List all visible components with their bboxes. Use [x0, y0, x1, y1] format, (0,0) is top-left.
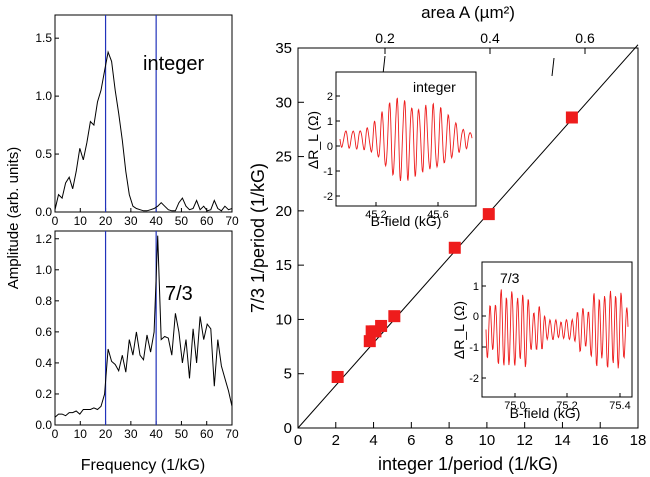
main-frame: [297, 47, 639, 429]
top-axis-break: [382, 55, 386, 75]
fft-integer-ytick-label: 0.5: [35, 147, 52, 161]
fft-integer-xtick-label: 20: [99, 214, 113, 228]
main-ytick-label: 15: [275, 257, 292, 274]
fft-73-ytick-label: 1.2: [35, 232, 52, 246]
inset-73-label: 7/3: [500, 270, 520, 286]
fft-integer-panel: 0 10 20 30 40 50 60 70 0.0 0.5 1.0 1.5 integer: [35, 14, 239, 228]
inset-73-ytick-label: -1: [469, 342, 479, 354]
main-xtick-label: 4: [369, 432, 377, 449]
fft-73-ytick-label: 0.8: [35, 294, 52, 308]
inset-integer-ylabel: ΔR_L (Ω): [305, 111, 321, 169]
main-ylabel: 7/3 1/period (1/kG): [248, 163, 268, 313]
inset-integer-trace: [339, 97, 473, 181]
fft-73-frame: [54, 230, 233, 426]
inset-integer-xtick-label: 45.6: [427, 209, 448, 221]
fft-73-panel: 0 10 20 30 40 50 60 70 0.0 0.2 0.4 0.6 0.8 1.0 1.2 7/3: [35, 230, 239, 441]
main-xtick-label: 8: [445, 432, 453, 449]
data-point: [331, 370, 344, 383]
fft-integer-xtick-label: 30: [124, 214, 138, 228]
inset-integer: 2 1 0 -1 -2 45.2 45.6 integer B-field (kG) ΔR_…: [305, 71, 477, 229]
fft-integer-xtick-label: 10: [74, 214, 88, 228]
fft-integer-xtick-label: 50: [175, 214, 189, 228]
top-axis-tick-label: 0.6: [575, 30, 595, 46]
main-xtick-label: 0: [294, 432, 302, 449]
fft-73-xtick-label: 30: [124, 427, 138, 441]
main-xtick-label: 10: [479, 432, 496, 449]
main-ytick-label: 35: [275, 40, 292, 57]
fft-integer-xtick-label: 70: [225, 214, 239, 228]
fft-73-ytick-label: 0.2: [35, 387, 52, 401]
top-axis-tick-label: 0.2: [375, 30, 395, 46]
inset-integer-label: integer: [413, 79, 456, 95]
left-xlabel: Frequency (1/kG): [81, 457, 205, 474]
fft-73-xtick-label: 10: [74, 427, 88, 441]
top-axis-break: [551, 57, 555, 77]
fft-73-ytick-label: 1.0: [35, 263, 52, 277]
main-xlabel: integer 1/period (1/kG): [378, 454, 558, 474]
fft-integer-xtick-label: 60: [200, 214, 214, 228]
fft-73-xtick-label: 60: [200, 427, 214, 441]
main-ytick-label: 10: [275, 311, 292, 328]
fit-line: [297, 44, 639, 429]
inset-integer-ytick-label: 0: [327, 141, 333, 153]
inset-73-ytick-label: 0: [473, 311, 479, 323]
inset-integer-xlabel: B-field (kG): [371, 213, 442, 229]
fft-73-xtick-label: 70: [225, 427, 239, 441]
inset-integer-ytick-label: 1: [327, 116, 333, 128]
fft-integer-xtick-label: 0: [52, 214, 59, 228]
main-xtick-label: 12: [516, 432, 533, 449]
fft-73-xtick-label: 20: [99, 427, 113, 441]
inset-73-xlabel: B-field (kG): [510, 405, 581, 421]
fft-integer-ytick-label: 1.5: [35, 31, 52, 45]
fft-73-ytick-label: 0.4: [35, 356, 52, 370]
inset-integer-xtick-label: 45.2: [365, 209, 386, 221]
inset-73-ylabel: ΔR_L (Ω): [451, 301, 467, 359]
data-point: [363, 335, 376, 348]
fft-integer-frame: [54, 14, 233, 213]
fft-integer-ytick-label: 1.0: [35, 89, 52, 103]
data-point: [375, 319, 388, 332]
left-ylabel: Amplitude (arb. units): [5, 147, 22, 290]
fft-integer-label: integer: [143, 53, 204, 75]
top-axis-label: area A (µm²): [421, 3, 515, 22]
fft-73-ytick-label: 0.0: [35, 418, 52, 432]
main-xtick-label: 6: [407, 432, 415, 449]
main-xtick-label: 16: [592, 432, 609, 449]
inset-integer-ytick-label: -2: [323, 191, 333, 203]
fft-73-xtick-label: 0: [52, 427, 59, 441]
data-point: [482, 208, 495, 221]
inset-integer-ytick-label: 2: [327, 91, 333, 103]
data-point: [448, 241, 461, 254]
fft-73-xtick-label: 40: [149, 427, 163, 441]
inset-integer-ytick-label: -1: [323, 166, 333, 178]
fft-73-xtick-label: 50: [175, 427, 189, 441]
inset-73-trace: [485, 289, 629, 369]
data-point: [388, 310, 401, 323]
inset-73-xtick-label: 75.2: [556, 400, 577, 412]
fft-integer-line: [54, 50, 233, 212]
fft-73-label: 7/3: [165, 283, 193, 305]
inset-73-xtick-label: 75.4: [609, 400, 630, 412]
inset-73-ytick-label: -2: [469, 373, 479, 385]
main-ytick-label: 0: [284, 420, 292, 437]
fft-73-ytick-label: 0.6: [35, 325, 52, 339]
main-ytick-label: 30: [275, 94, 292, 111]
main-xtick-label: 18: [630, 432, 647, 449]
inset-73: 1 0 -1 -2 75.0 75.2 75.4 7/3 B-field (kG) ΔR_L…: [451, 261, 633, 421]
inset-73-xtick-label: 75.0: [504, 400, 525, 412]
main-xtick-label: 2: [332, 432, 340, 449]
main-xtick-label: 14: [554, 432, 571, 449]
main-ytick-label: 25: [275, 149, 292, 166]
top-axis-tick-label: 0.4: [480, 30, 500, 46]
main-ytick-label: 5: [284, 366, 292, 383]
fft-integer-xtick-label: 40: [149, 214, 163, 228]
inset-73-ytick-label: 1: [473, 281, 479, 293]
fft-integer-ytick-label: 0.0: [35, 205, 52, 219]
main-ytick-label: 20: [275, 203, 292, 220]
fft-73-line: [54, 235, 233, 418]
data-point: [565, 111, 578, 124]
